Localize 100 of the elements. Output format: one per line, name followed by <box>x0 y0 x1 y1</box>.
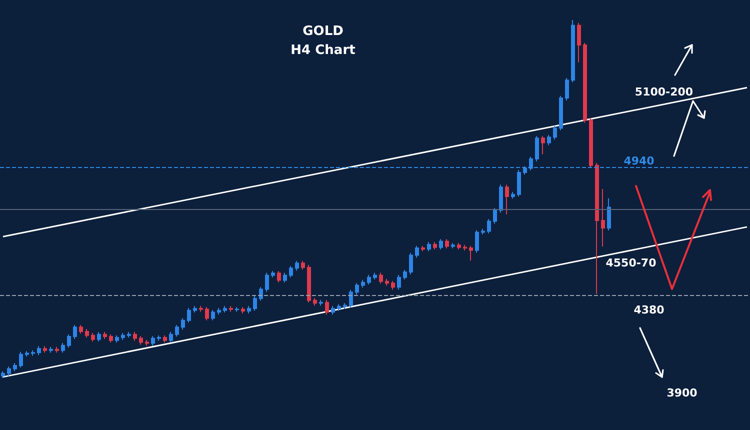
candlestick <box>283 272 287 283</box>
candlestick <box>241 306 245 314</box>
candlestick <box>193 306 197 313</box>
candlestick <box>19 351 23 368</box>
candlestick <box>499 184 503 214</box>
candlestick <box>439 238 443 250</box>
candlestick <box>145 340 149 346</box>
candlestick <box>259 286 263 302</box>
candlestick <box>115 334 119 344</box>
candlestick <box>337 304 341 312</box>
candlestick <box>349 289 353 308</box>
candlestick <box>517 170 521 197</box>
candlestick <box>325 299 329 316</box>
candlestick <box>265 272 269 292</box>
candlestick <box>73 324 77 340</box>
candlestick <box>217 307 221 316</box>
candlestick <box>409 252 413 276</box>
candlestick <box>367 274 371 286</box>
candlestick <box>49 346 53 354</box>
candlestick <box>451 242 455 249</box>
candlestick <box>307 264 311 303</box>
annotation: 4550-70 <box>606 256 657 270</box>
candlestick <box>313 298 317 306</box>
annotation: 5100-200 <box>634 86 694 98</box>
candlestick <box>31 350 35 356</box>
candlestick <box>37 346 41 356</box>
candlestick <box>355 282 359 296</box>
candlestick <box>181 318 185 330</box>
candlestick <box>7 366 11 376</box>
candlestick <box>133 331 137 342</box>
text: 3900 <box>666 386 698 400</box>
text: H4 Chart <box>290 43 356 58</box>
candlestick <box>487 218 491 234</box>
candlestick <box>553 125 557 140</box>
candlestick <box>427 241 431 252</box>
candlestick <box>469 245 473 262</box>
candlestick <box>607 198 611 232</box>
candlestick <box>295 260 299 272</box>
candlestick <box>559 95 563 131</box>
candlestick <box>91 332 95 342</box>
candlestick <box>211 309 215 321</box>
candlestick <box>229 306 233 312</box>
candlestick <box>1 370 5 378</box>
candlestick <box>403 269 407 280</box>
candlestick <box>277 270 281 283</box>
candlestick <box>55 346 59 354</box>
candlestick <box>493 207 497 224</box>
candlestick <box>505 184 509 215</box>
candlestick <box>571 20 575 83</box>
candlestick <box>109 334 113 344</box>
candlestick <box>445 238 449 249</box>
candlestick <box>139 336 143 346</box>
candlestick <box>199 306 203 312</box>
candlestick <box>175 324 179 337</box>
candlestick <box>361 279 365 288</box>
candlestick <box>79 324 83 334</box>
candlestick <box>25 350 29 358</box>
candlestick <box>157 334 161 342</box>
candlestick <box>187 307 191 324</box>
candlestick <box>223 306 227 313</box>
candlestick <box>511 191 515 200</box>
candlestick <box>127 331 131 338</box>
candlestick <box>583 42 587 124</box>
candlestick <box>319 299 323 306</box>
candlestick <box>151 336 155 346</box>
candlestick <box>397 274 401 290</box>
candlestick <box>595 162 599 294</box>
candlestick <box>601 188 605 248</box>
candlestick <box>463 244 467 252</box>
candlestick <box>331 306 335 316</box>
candlestick <box>457 242 461 250</box>
candlestick <box>415 245 419 258</box>
candlestick <box>589 118 593 168</box>
chart-title: GOLD <box>302 24 344 39</box>
candlestick <box>421 245 425 252</box>
candlestick <box>391 280 395 290</box>
candlestick <box>433 241 437 250</box>
candlestick <box>247 306 251 314</box>
candlestick <box>121 332 125 341</box>
candlestick <box>61 342 65 354</box>
candlestick <box>43 346 47 354</box>
annotation: 4940 <box>624 154 655 168</box>
candlestick <box>67 334 71 348</box>
candlestick <box>541 135 545 155</box>
candlestick <box>535 135 539 162</box>
candlestick <box>253 296 257 312</box>
candlestick <box>169 331 173 344</box>
candlestick <box>343 302 347 310</box>
candlestick <box>163 334 167 344</box>
candlestick <box>385 278 389 286</box>
candlestick <box>547 134 551 146</box>
candlestick <box>577 22 581 63</box>
candlestick <box>565 77 569 102</box>
candlestick <box>85 328 89 338</box>
candlestick <box>235 306 239 312</box>
candlestick <box>103 331 107 340</box>
annotation: 4380 <box>634 304 665 316</box>
candlestick <box>271 270 275 278</box>
candlestick <box>289 265 293 278</box>
candlestick <box>481 228 485 235</box>
